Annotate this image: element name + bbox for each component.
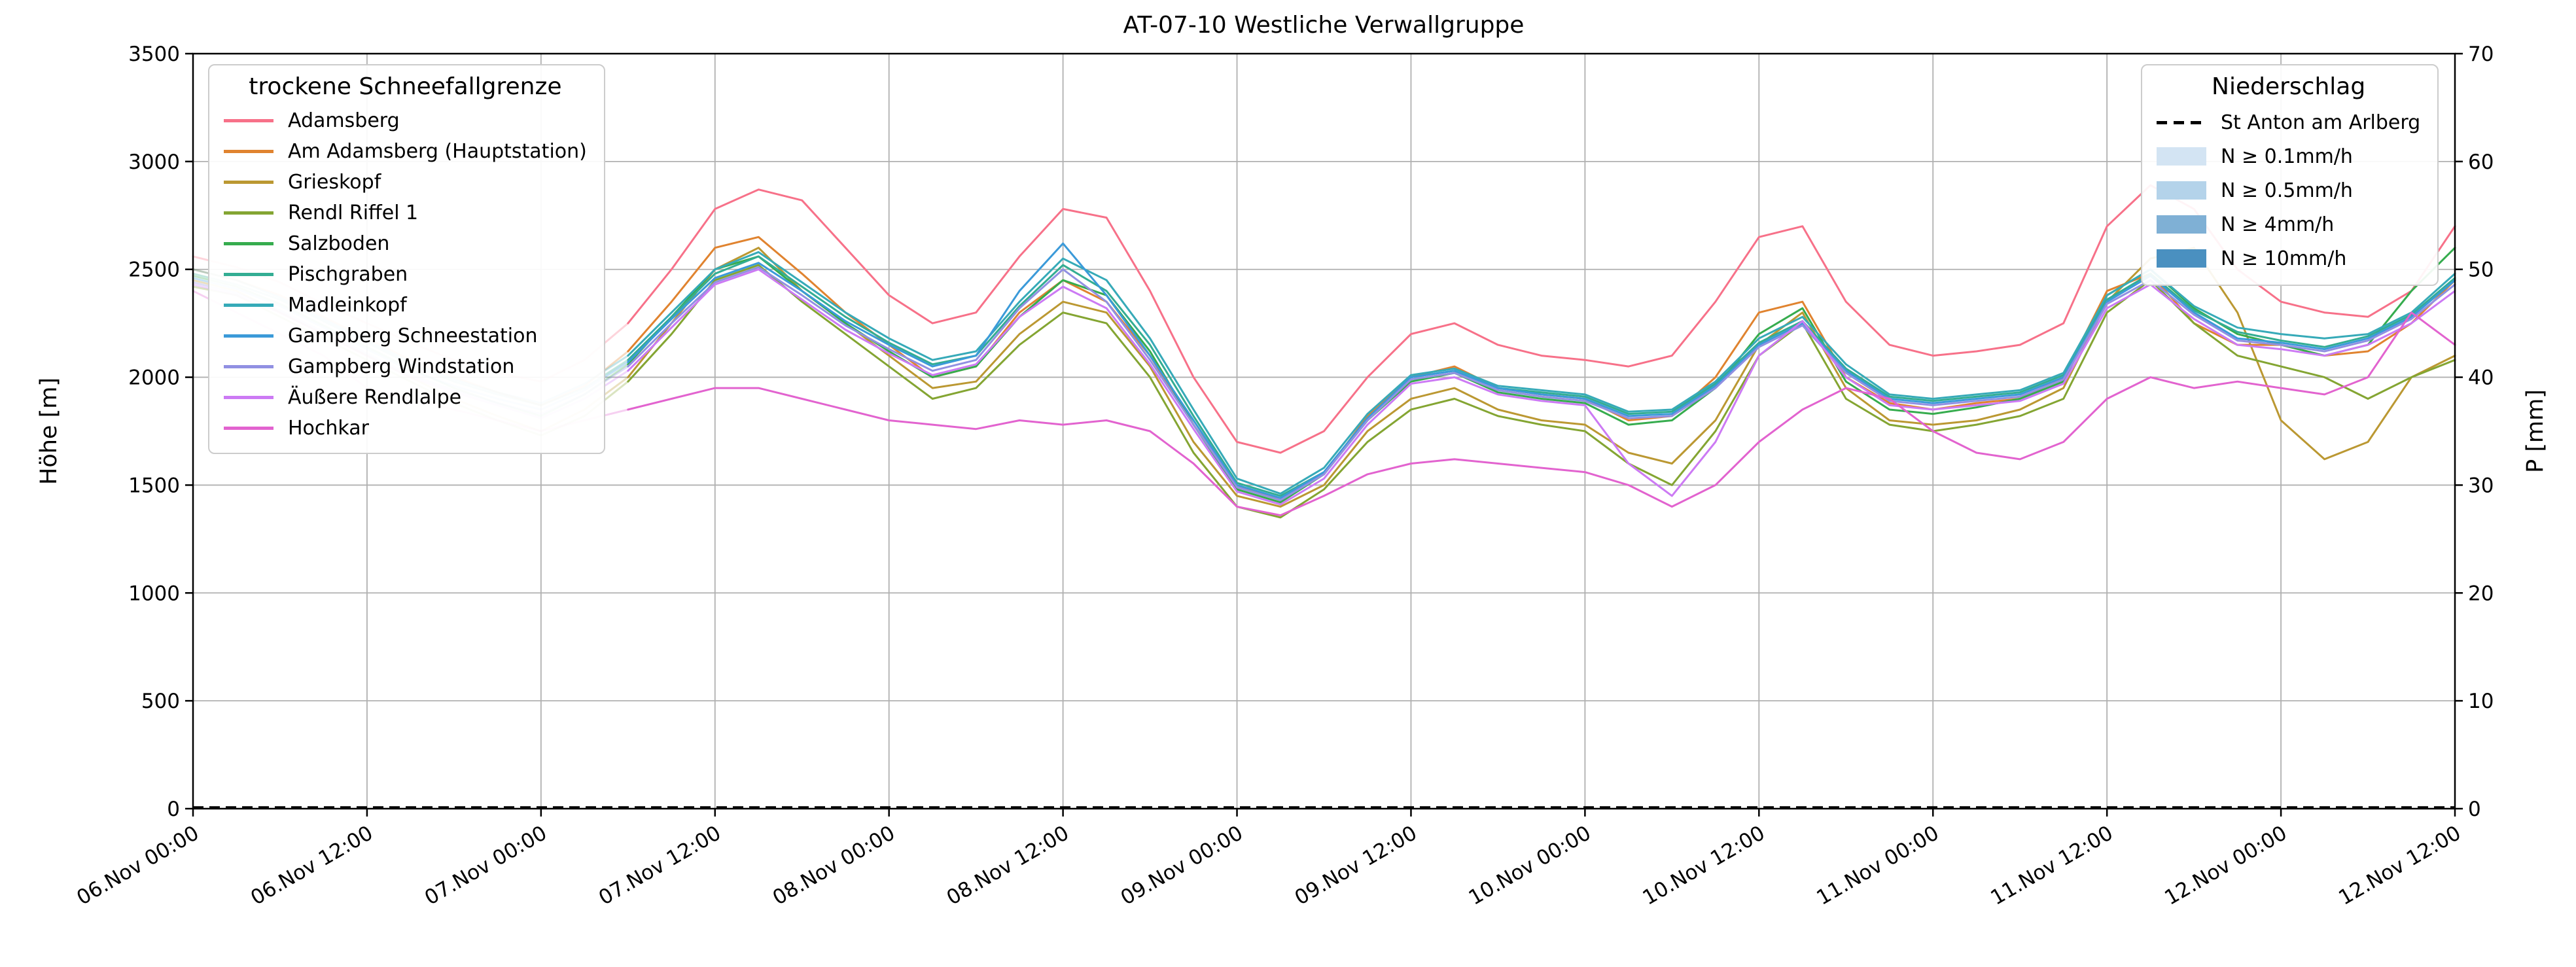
legend-item: N ≥ 10mm/h <box>2157 241 2420 275</box>
x-tick-label: 11.Nov 00:00 <box>1812 821 1943 910</box>
legend-patch-swatch <box>2157 249 2206 268</box>
legend-line-swatch <box>224 396 273 399</box>
series-line-hochkar <box>627 311 2456 517</box>
legend-item-label: Rendl Riffel 1 <box>288 202 419 224</box>
legend-item-label: Hochkar <box>288 417 369 440</box>
x-tick-label: 09.Nov 12:00 <box>1291 821 1421 910</box>
x-tick-label: 07.Nov 12:00 <box>595 821 725 910</box>
legend-item: Grieskopf <box>224 167 587 198</box>
legend-item-label: Pischgraben <box>288 263 408 286</box>
legend-item: Gampberg Windstation <box>224 351 587 382</box>
y-right-tick-label: 10 <box>2468 690 2494 713</box>
legend-line-swatch <box>224 119 273 122</box>
legend-item-label: N ≥ 10mm/h <box>2221 247 2347 270</box>
legend-snowfall-line-items: Adamsberg Am Adamsberg (Hauptstation) Grie… <box>224 105 587 444</box>
legend-item: Adamsberg <box>224 105 587 136</box>
y-left-tick-label: 2000 <box>128 366 180 390</box>
chart-title: AT-07-10 Westliche Verwallgruppe <box>1123 12 1525 39</box>
legend-patch-swatch <box>2157 181 2206 200</box>
y-left-tick-label: 1000 <box>128 582 180 605</box>
x-tick-label: 09.Nov 00:00 <box>1117 821 1247 910</box>
legend-item-label: Gampberg Windstation <box>288 355 515 378</box>
legend-item-label: N ≥ 0.5mm/h <box>2221 179 2353 202</box>
x-tick-label: 11.Nov 12:00 <box>1986 821 2117 910</box>
legend-line-swatch <box>224 150 273 153</box>
x-tick-label: 07.Nov 00:00 <box>421 821 551 910</box>
legend-item-label: Am Adamsberg (Hauptstation) <box>288 140 587 163</box>
legend-item: St Anton am Arlberg <box>2157 105 2420 139</box>
legend-item-label: Madleinkopf <box>288 294 407 317</box>
y-left-tick-label: 2500 <box>128 258 180 282</box>
legend-precipitation-items: St Anton am Arlberg N ≥ 0.1mm/h N ≥ 0.5mm/… <box>2157 105 2420 275</box>
legend-line-swatch <box>224 211 273 215</box>
x-tick-label: 12.Nov 12:00 <box>2335 821 2465 910</box>
x-tick-label: 06.Nov 12:00 <box>247 821 377 910</box>
legend-item-label: Adamsberg <box>288 109 400 132</box>
legend-item: Gampberg Schneestation <box>224 321 587 351</box>
y-right-tick-label: 70 <box>2468 43 2494 66</box>
legend-snowfall-line-title: trockene Schneefallgrenze <box>249 73 562 100</box>
legend-item-label: Gampberg Schneestation <box>288 325 538 347</box>
legend-item: Salzboden <box>224 228 587 259</box>
y-right-tick-label: 20 <box>2468 582 2494 605</box>
legend-item-label: Grieskopf <box>288 171 381 194</box>
legend-item: Pischgraben <box>224 259 587 290</box>
y-left-tick-label: 3000 <box>128 150 180 174</box>
x-tick-label: 08.Nov 12:00 <box>943 821 1073 910</box>
legend-line-swatch <box>224 334 273 338</box>
x-tick-label: 12.Nov 00:00 <box>2161 821 2291 910</box>
x-tick-label: 10.Nov 00:00 <box>1465 821 1595 910</box>
legend-item: N ≥ 0.5mm/h <box>2157 173 2420 207</box>
y-left-tick-label: 3500 <box>128 43 180 66</box>
legend-patch-swatch <box>2157 215 2206 234</box>
plot-frame <box>192 52 2456 810</box>
y-right-tick-label: 50 <box>2468 258 2494 282</box>
legend-line-swatch <box>224 365 273 368</box>
legend-item: Am Adamsberg (Hauptstation) <box>224 136 587 167</box>
y-left-tick-label: 0 <box>167 798 180 821</box>
legend-line-swatch <box>224 242 273 245</box>
series-line-madleinkopf <box>627 251 2456 495</box>
y-right-tick-label: 40 <box>2468 366 2494 390</box>
legend-item-label: Salzboden <box>288 232 390 255</box>
y-left-tick-label: 500 <box>141 690 180 713</box>
y-right-tick-label: 30 <box>2468 474 2494 497</box>
legend-snowfall-line: trockene Schneefallgrenze Adamsberg Am Ad… <box>208 64 605 454</box>
y-left-axis-label: Höhe [m] <box>36 378 62 485</box>
x-tick-label: 10.Nov 12:00 <box>1639 821 1769 910</box>
legend-item: Madleinkopf <box>224 290 587 321</box>
legend-item: N ≥ 4mm/h <box>2157 207 2420 241</box>
x-tick-label: 08.Nov 00:00 <box>769 821 899 910</box>
legend-item-label: N ≥ 0.1mm/h <box>2221 145 2353 168</box>
legend-dashed-line-swatch <box>2157 120 2206 124</box>
legend-item-label: St Anton am Arlberg <box>2221 111 2421 134</box>
legend-precipitation: Niederschlag St Anton am Arlberg N ≥ 0.1m… <box>2141 64 2439 286</box>
y-left-tick-label: 1500 <box>128 474 180 497</box>
legend-line-swatch <box>224 181 273 184</box>
legend-line-swatch <box>224 304 273 307</box>
y-right-tick-label: 0 <box>2468 798 2481 821</box>
legend-item: Äußere Rendlalpe <box>224 382 587 413</box>
legend-item-label: Äußere Rendlalpe <box>288 386 462 409</box>
x-tick-label: 06.Nov 00:00 <box>73 821 203 910</box>
legend-patch-swatch <box>2157 147 2206 166</box>
legend-item: N ≥ 0.1mm/h <box>2157 139 2420 173</box>
legend-line-swatch <box>224 427 273 430</box>
y-right-axis-label: P [mm] <box>2522 389 2549 473</box>
legend-item: Hochkar <box>224 413 587 444</box>
legend-item-label: N ≥ 4mm/h <box>2221 213 2335 236</box>
legend-precipitation-title: Niederschlag <box>2212 73 2366 100</box>
legend-item: Rendl Riffel 1 <box>224 198 587 228</box>
y-right-tick-label: 60 <box>2468 150 2494 174</box>
legend-line-swatch <box>224 273 273 276</box>
